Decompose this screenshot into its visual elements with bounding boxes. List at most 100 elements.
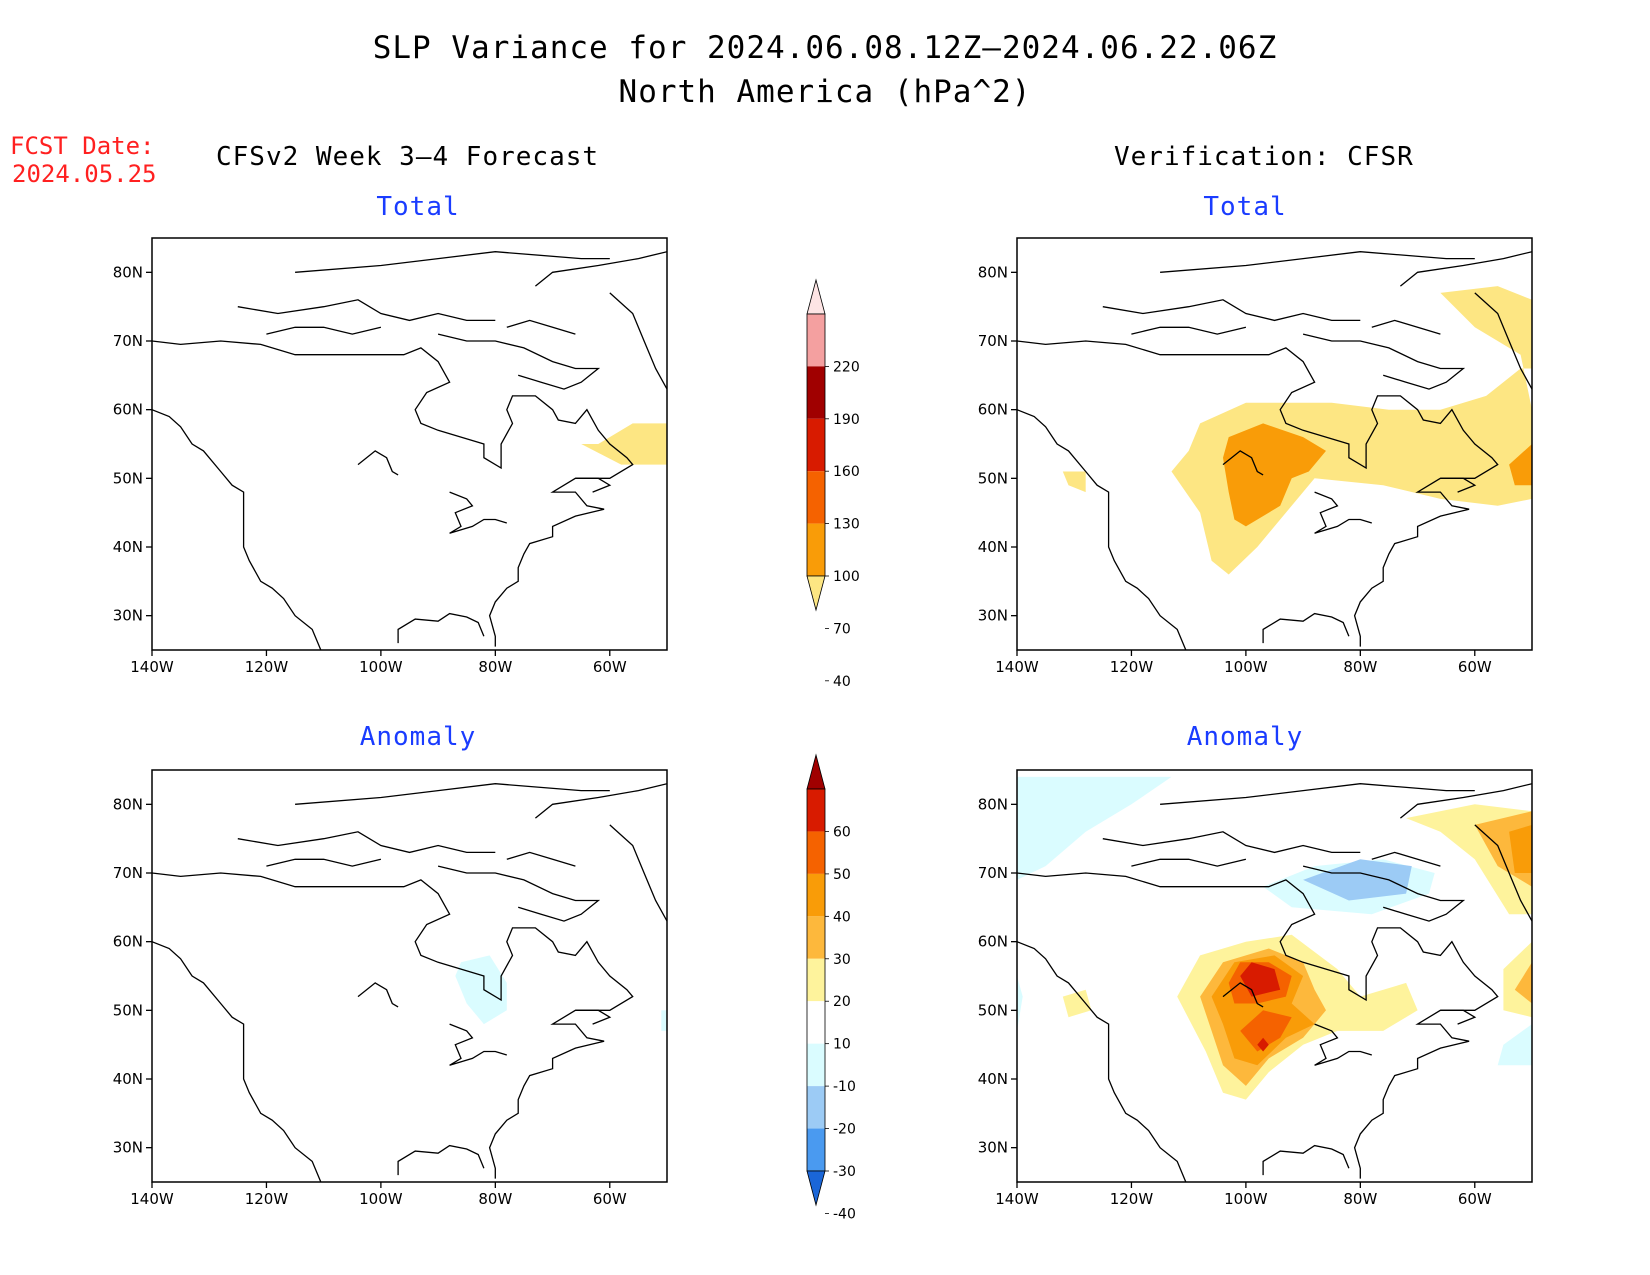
panel-title-fcst-anomaly: Anomaly: [359, 722, 477, 752]
map-panel-fcst-anomaly: 80N 70N 60N 50N 40N 30N 140W 120W 100W 80W 60W: [100, 769, 680, 1234]
coastline: [449, 1023, 507, 1066]
lat-tick-label: 40N: [113, 538, 143, 556]
colorbar-label: 70: [833, 621, 851, 637]
map-frame: [1016, 769, 1533, 1183]
colorbar-segment: [807, 789, 825, 832]
contour-fill-20: [1514, 962, 1532, 1004]
colorbar-label: 50: [833, 867, 851, 883]
coastline-layer: [152, 251, 667, 650]
lat-tick-label: 60N: [978, 401, 1008, 419]
coastline: [534, 783, 667, 819]
panel-title-verif-anomaly: Anomaly: [1186, 722, 1304, 752]
coastline: [295, 783, 610, 805]
colorbar-total: 220 190 160 130 100 70 40: [806, 278, 860, 690]
colorbar-segment: [807, 366, 825, 419]
colorbar-label: 60: [833, 824, 851, 840]
lat-tick-label: 50N: [978, 469, 1008, 487]
lon-tick-label: 80W: [478, 658, 512, 676]
coastline: [1314, 1023, 1372, 1066]
coastline: [449, 491, 507, 534]
coastline: [575, 477, 612, 493]
contour-fill-70: [1223, 423, 1326, 527]
coastline: [357, 982, 399, 1008]
contour-fill--10: [455, 955, 507, 1025]
coastline: [266, 326, 382, 335]
colorbar-label: 100: [833, 569, 860, 585]
left-column-heading: CFSv2 Week 3–4 Forecast: [216, 142, 600, 172]
lat-tick-label: 40N: [113, 1070, 143, 1088]
coastline: [437, 333, 601, 390]
colorbar-label: -30: [833, 1164, 856, 1180]
colorbar-segment: [807, 873, 825, 917]
coastline: [237, 831, 496, 854]
lon-tick-label: 80W: [1343, 658, 1377, 676]
shading-layer: [581, 423, 667, 465]
contour-fill--10: [1017, 976, 1023, 1031]
lon-tick-label: 60W: [1458, 658, 1492, 676]
main-subtitle: North America (hPa^2): [618, 74, 1032, 110]
map-panel-fcst-total: 80N 70N 60N 50N 40N 30N 140W 120W 100W 80W 60W: [100, 237, 680, 702]
contour-fill-40: [581, 423, 667, 465]
colorbar-label: 40: [833, 909, 851, 925]
colorbar-label: -10: [833, 1079, 856, 1095]
contour-fill-10: [1062, 989, 1092, 1018]
map-frame: [151, 237, 668, 651]
map-verif-anomaly: 80N 70N 60N 50N 40N 30N 140W 120W 100W 80W 60W: [978, 769, 1533, 1208]
contour-fill-70: [1509, 444, 1532, 486]
colorbar-top-arrow: [806, 278, 826, 315]
lon-tick-label: 120W: [245, 658, 289, 676]
lat-tick-label: 70N: [978, 332, 1008, 350]
lon-tick-label: 120W: [1110, 658, 1154, 676]
coastline: [1474, 292, 1532, 390]
coastline: [1017, 941, 1187, 1182]
colorbar-segment: [807, 1001, 825, 1044]
map-panel-verif-anomaly: 80N 70N 60N 50N 40N 30N 140W 120W 100W 80W 60W: [965, 769, 1545, 1234]
right-column-heading: Verification: CFSR: [1114, 142, 1414, 172]
lon-tick-label: 100W: [359, 658, 403, 676]
colorbar-label: 220: [833, 359, 860, 375]
coastline: [357, 450, 399, 476]
coastline: [397, 1144, 485, 1176]
colorbar-segment: [807, 1043, 825, 1087]
coastline: [506, 319, 576, 335]
coastline: [152, 409, 322, 650]
panel-title-verif-total: Total: [1203, 192, 1287, 222]
map-panel-verif-total: 80N 70N 60N 50N 40N 30N 140W 120W 100W 80W 60W: [965, 237, 1545, 702]
coastline: [295, 251, 610, 273]
coastline: [237, 299, 496, 322]
main-title: SLP Variance for 2024.06.08.12Z–2024.06.…: [372, 30, 1278, 66]
lat-tick-label: 60N: [978, 933, 1008, 951]
lat-tick-label: 30N: [978, 1139, 1008, 1157]
fcst-date-label: FCST Date:: [10, 132, 155, 160]
coastline: [1371, 851, 1441, 867]
coastline: [1222, 982, 1264, 1008]
lat-tick-label: 50N: [113, 469, 143, 487]
contour-fill--20: [1303, 859, 1412, 901]
coastline: [1262, 1144, 1350, 1176]
colorbar-top-arrow: [806, 753, 826, 790]
lat-tick-label: 50N: [113, 1001, 143, 1019]
coastline: [437, 865, 601, 922]
colorbar-segment: [807, 831, 825, 874]
contour-fill-50: [1240, 962, 1281, 997]
coastline: [1262, 612, 1350, 644]
shading-layer: [455, 955, 667, 1031]
colorbar-anomaly-wrap: 60 50 40 30 20 10 -10 -20 -30 -40: [795, 753, 885, 1222]
coastline: [1302, 865, 1466, 922]
contour-fill-40: [1171, 286, 1532, 575]
coastline: [1222, 450, 1264, 476]
lat-tick-label: 80N: [978, 795, 1008, 813]
colorbar-segment: [807, 523, 825, 576]
colorbar-segment: [807, 1086, 825, 1129]
lon-tick-label: 60W: [593, 658, 627, 676]
lat-tick-label: 30N: [978, 607, 1008, 625]
coastline: [1017, 340, 1499, 647]
colorbar-segment: [807, 471, 825, 524]
lon-tick-label: 120W: [245, 1190, 289, 1208]
fcst-date-value: 2024.05.25: [12, 160, 157, 188]
contour-fill-40: [1240, 1010, 1292, 1052]
lat-tick-label: 70N: [978, 864, 1008, 882]
lat-tick-label: 30N: [113, 1139, 143, 1157]
lon-tick-label: 100W: [1224, 658, 1268, 676]
coastline: [609, 292, 667, 390]
